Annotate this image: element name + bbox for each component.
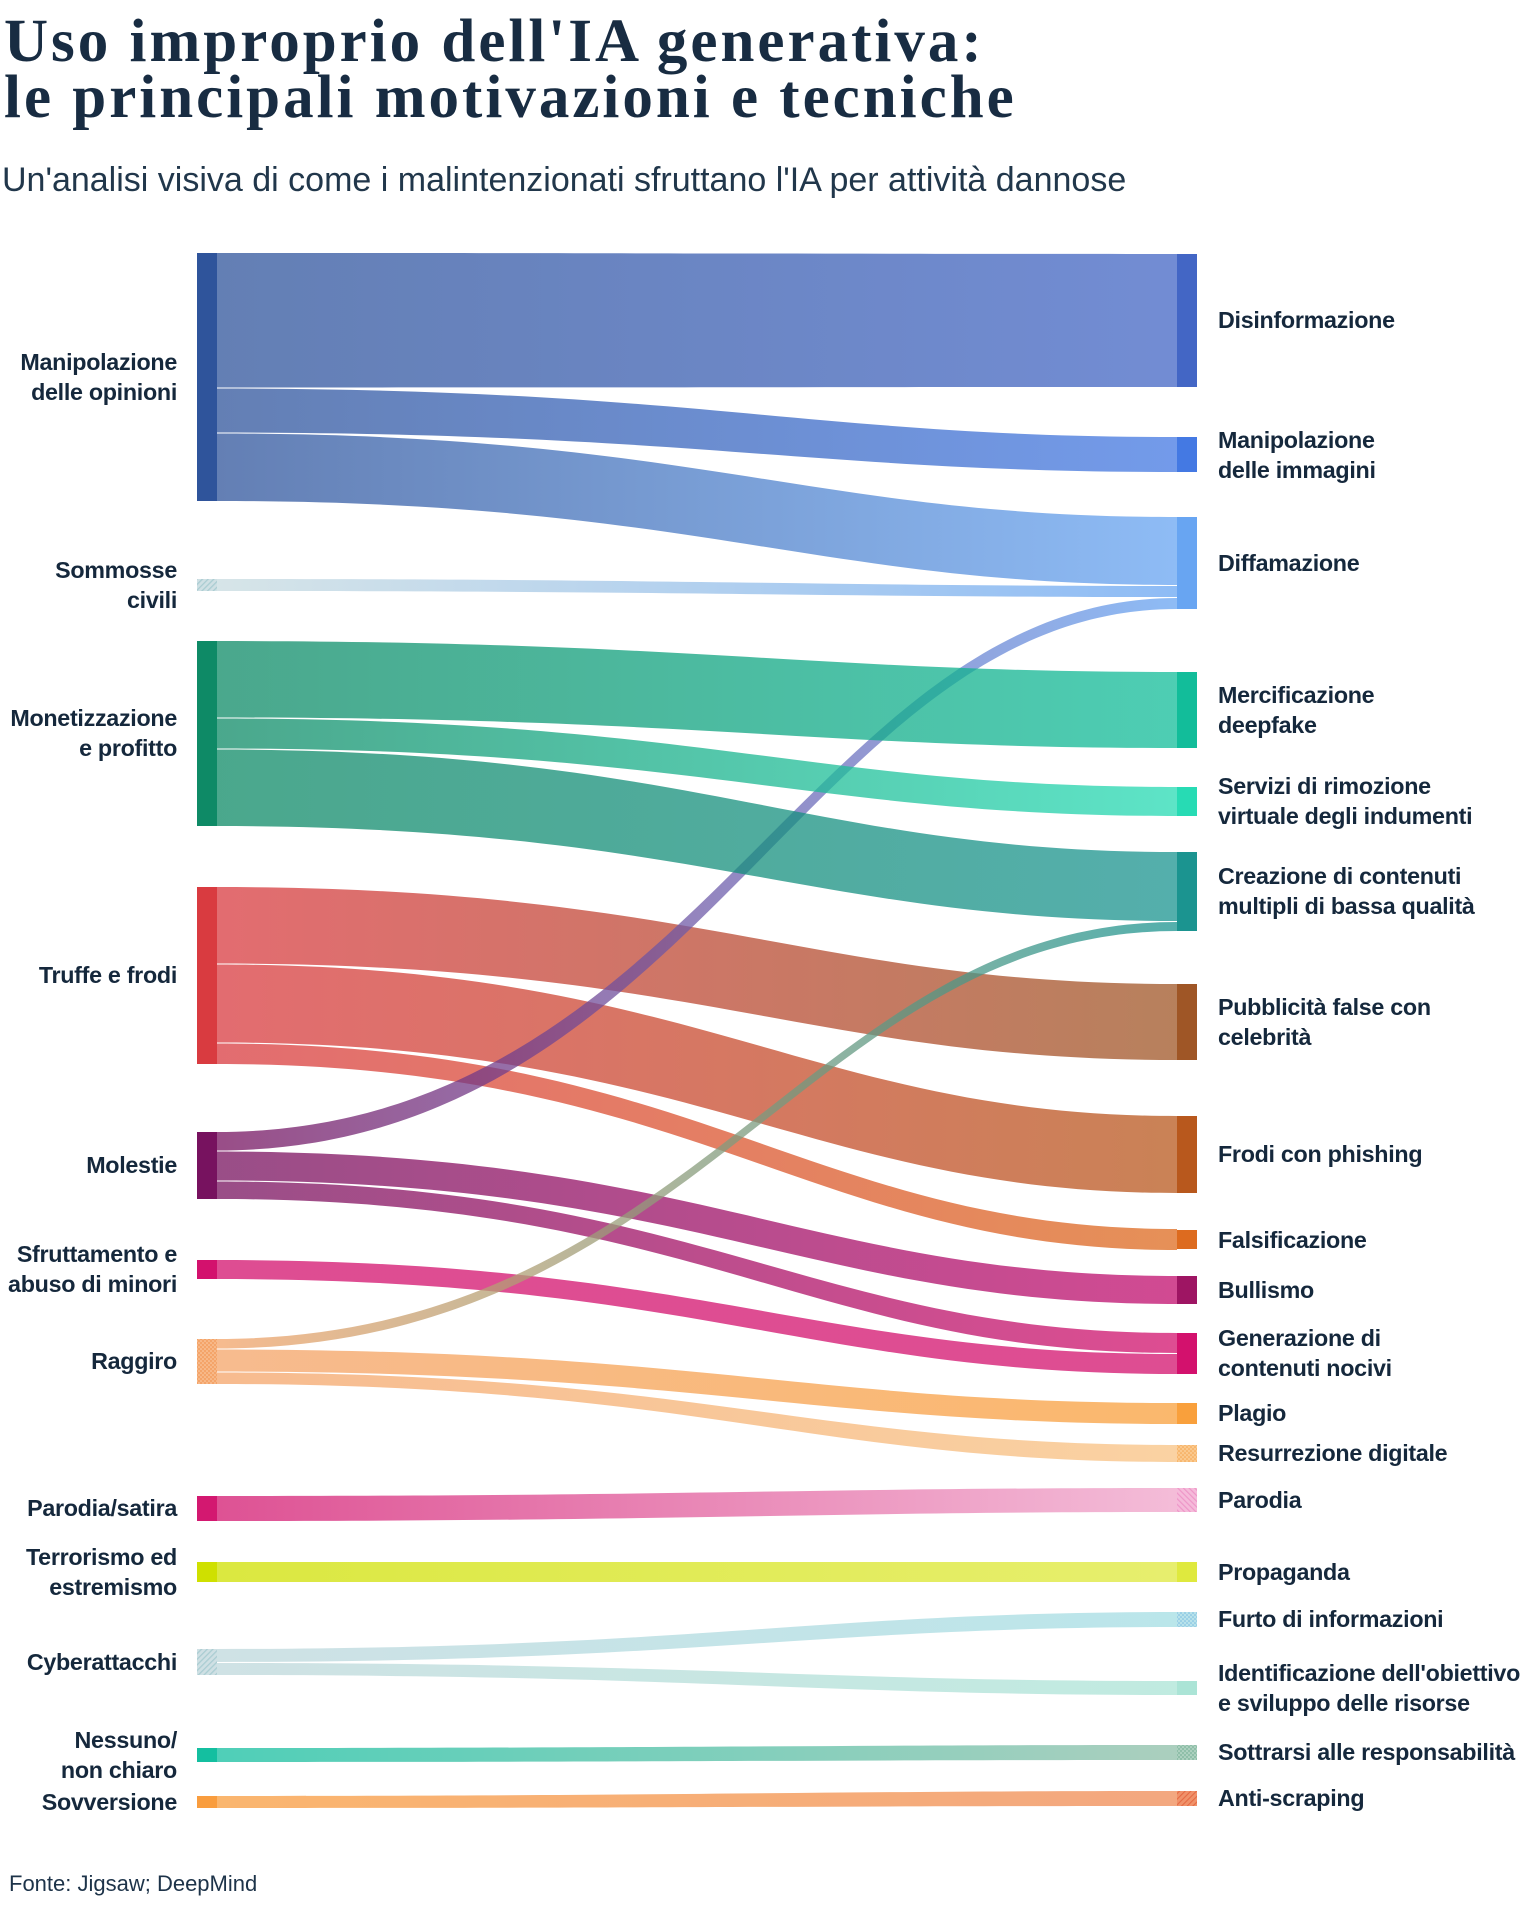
- svg-text:Terrorismo ed: Terrorismo ed: [26, 1544, 177, 1570]
- svg-text:Sovversione: Sovversione: [42, 1789, 178, 1815]
- svg-text:Identificazione dell'obiettivo: Identificazione dell'obiettivo: [1218, 1660, 1520, 1686]
- svg-text:multipli di bassa qualità: multipli di bassa qualità: [1218, 893, 1476, 919]
- svg-text:Furto di informazioni: Furto di informazioni: [1218, 1606, 1443, 1632]
- svg-text:estremismo: estremismo: [49, 1574, 177, 1600]
- svg-text:Generazione di: Generazione di: [1218, 1325, 1381, 1351]
- svg-text:abuso di minori: abuso di minori: [8, 1271, 177, 1297]
- svg-text:Bullismo: Bullismo: [1218, 1277, 1314, 1303]
- svg-text:Diffamazione: Diffamazione: [1218, 550, 1360, 576]
- svg-text:Monetizzazione: Monetizzazione: [10, 705, 177, 731]
- svg-text:Falsificazione: Falsificazione: [1218, 1227, 1367, 1253]
- svg-text:Mercificazione: Mercificazione: [1218, 682, 1375, 708]
- svg-text:Sfruttamento e: Sfruttamento e: [17, 1241, 178, 1267]
- svg-text:Servizi di rimozione: Servizi di rimozione: [1218, 773, 1431, 799]
- svg-text:virtuale degli indumenti: virtuale degli indumenti: [1218, 803, 1472, 829]
- svg-text:Parodia/satira: Parodia/satira: [27, 1495, 178, 1521]
- svg-text:celebrità: celebrità: [1218, 1024, 1312, 1050]
- svg-text:Nessuno/: Nessuno/: [75, 1727, 178, 1753]
- svg-text:Parodia: Parodia: [1218, 1487, 1303, 1513]
- svg-text:Creazione di contenuti: Creazione di contenuti: [1218, 863, 1461, 889]
- svg-text:Frodi con phishing: Frodi con phishing: [1218, 1141, 1422, 1167]
- svg-text:non chiaro: non chiaro: [61, 1757, 177, 1783]
- svg-text:e sviluppo delle risorse: e sviluppo delle risorse: [1218, 1690, 1470, 1716]
- svg-text:Raggiro: Raggiro: [91, 1348, 177, 1374]
- svg-text:contenuti nocivi: contenuti nocivi: [1218, 1355, 1392, 1381]
- svg-text:Pubblicità false con: Pubblicità false con: [1218, 994, 1431, 1020]
- svg-text:delle opinioni: delle opinioni: [31, 379, 177, 405]
- svg-text:Manipolazione: Manipolazione: [20, 349, 177, 375]
- svg-text:e profitto: e profitto: [79, 735, 177, 761]
- svg-text:delle immagini: delle immagini: [1218, 457, 1376, 483]
- svg-text:Truffe e frodi: Truffe e frodi: [39, 962, 177, 988]
- svg-text:Molestie: Molestie: [86, 1152, 177, 1178]
- svg-text:Sottrarsi alle responsabilità: Sottrarsi alle responsabilità: [1218, 1739, 1516, 1765]
- svg-text:Propaganda: Propaganda: [1218, 1559, 1351, 1585]
- svg-text:civili: civili: [127, 587, 177, 613]
- svg-text:Sommosse: Sommosse: [55, 557, 177, 583]
- svg-text:Manipolazione: Manipolazione: [1218, 427, 1375, 453]
- svg-text:Plagio: Plagio: [1218, 1400, 1286, 1426]
- svg-text:deepfake: deepfake: [1218, 712, 1317, 738]
- svg-text:Cyberattacchi: Cyberattacchi: [27, 1649, 177, 1675]
- svg-text:Resurrezione digitale: Resurrezione digitale: [1218, 1440, 1448, 1466]
- svg-text:Anti-scraping: Anti-scraping: [1218, 1785, 1364, 1811]
- svg-text:Disinformazione: Disinformazione: [1218, 307, 1395, 333]
